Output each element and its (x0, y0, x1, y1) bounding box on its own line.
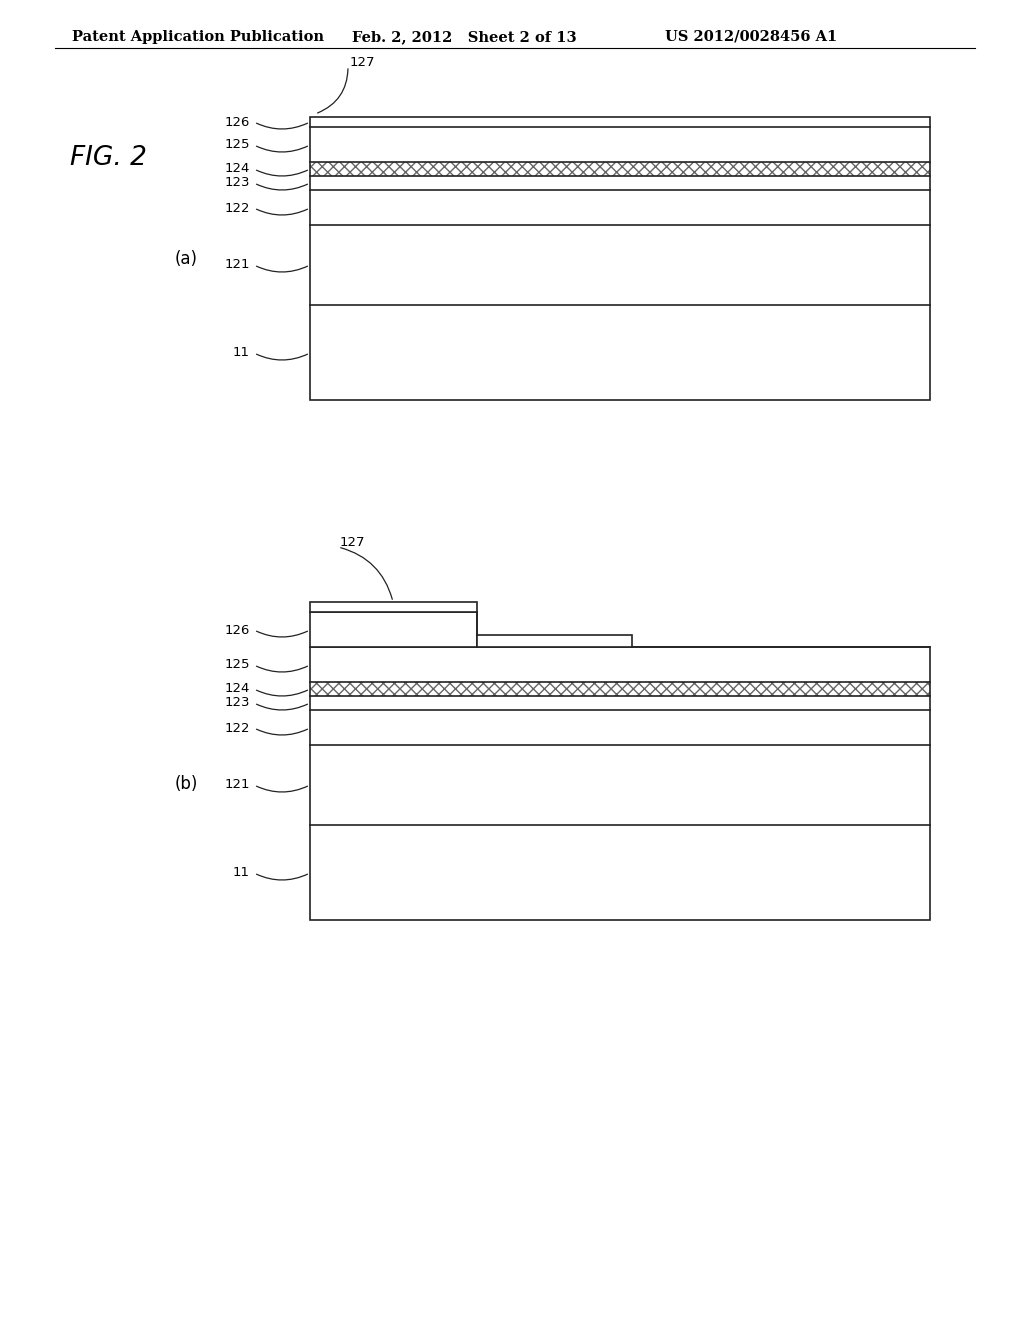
Bar (310, 744, 930, 825)
Text: 122: 122 (224, 722, 250, 734)
Bar (310, 612, 477, 647)
Text: 125: 125 (224, 659, 250, 672)
Text: 123: 123 (224, 697, 250, 710)
Text: 11: 11 (233, 866, 250, 879)
Text: 126: 126 (224, 116, 250, 128)
Text: 123: 123 (224, 177, 250, 190)
Text: 124: 124 (224, 682, 250, 696)
Bar (310, 647, 930, 920)
Text: FIG. 2: FIG. 2 (70, 145, 146, 172)
Text: 121: 121 (224, 259, 250, 272)
Text: 125: 125 (224, 139, 250, 152)
Text: Patent Application Publication: Patent Application Publication (72, 30, 324, 44)
Text: 126: 126 (224, 623, 250, 636)
Text: Feb. 2, 2012   Sheet 2 of 13: Feb. 2, 2012 Sheet 2 of 13 (352, 30, 577, 44)
Bar (310, 117, 930, 127)
Bar (310, 224, 930, 305)
Text: 124: 124 (224, 162, 250, 176)
Bar (310, 682, 930, 696)
Text: 11: 11 (233, 346, 250, 359)
Bar (310, 682, 930, 696)
Bar (310, 825, 930, 920)
Bar (477, 635, 632, 647)
Text: 127: 127 (350, 55, 376, 69)
Bar (310, 176, 930, 190)
Bar (310, 710, 930, 744)
Text: US 2012/0028456 A1: US 2012/0028456 A1 (665, 30, 838, 44)
Bar (310, 190, 930, 224)
Text: 122: 122 (224, 202, 250, 214)
Bar (310, 305, 930, 400)
Bar (310, 602, 477, 612)
Bar (310, 162, 930, 176)
Text: (b): (b) (175, 775, 199, 793)
Bar (310, 696, 930, 710)
Bar (310, 647, 930, 682)
Text: (a): (a) (175, 249, 198, 268)
Text: 121: 121 (224, 779, 250, 792)
Bar (310, 127, 930, 162)
Bar (310, 117, 930, 400)
Text: 127: 127 (340, 536, 366, 549)
Bar (310, 162, 930, 176)
